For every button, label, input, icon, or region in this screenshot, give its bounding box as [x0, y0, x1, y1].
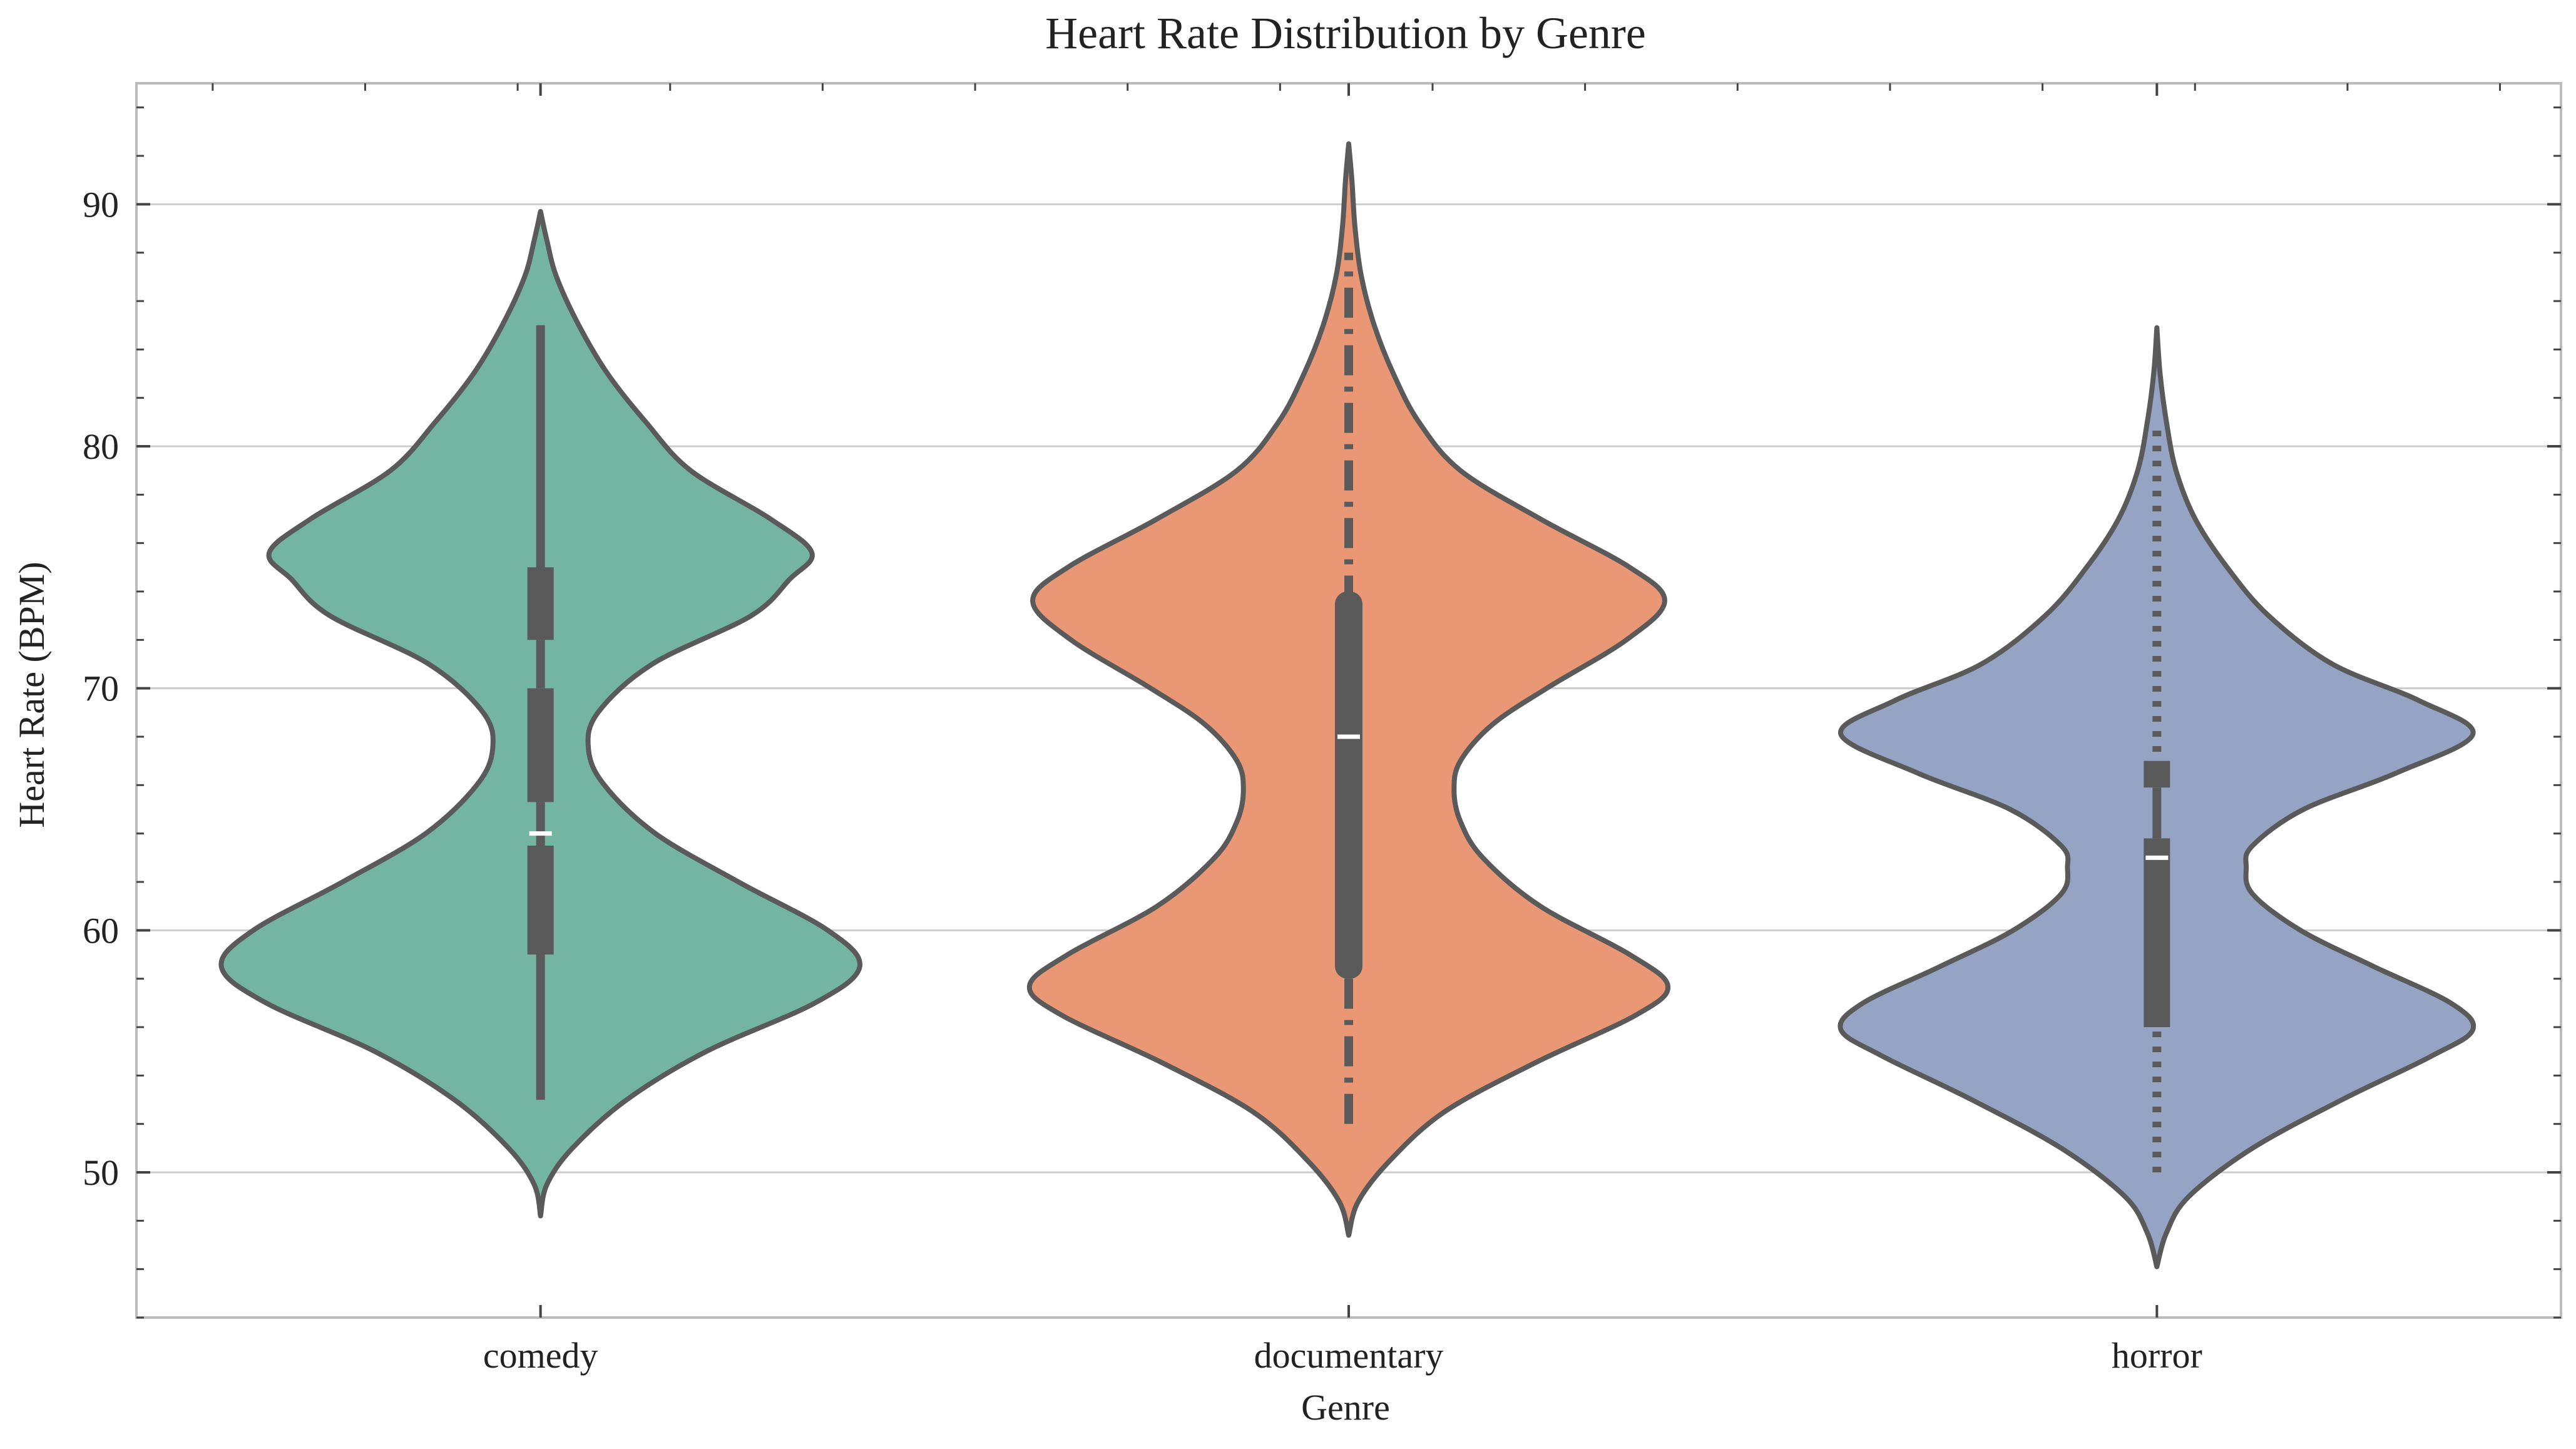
y-tick-label-50: 50 [83, 1152, 119, 1193]
x-axis-label: Genre [1301, 1387, 1390, 1428]
y-axis-label: Heart Rate (BPM) [11, 561, 52, 827]
y-tick-label-80: 80 [83, 426, 119, 467]
y-tick-label-70: 70 [83, 668, 119, 709]
y-tick-label-90: 90 [83, 184, 119, 225]
violin-documentary [1026, 141, 1671, 1238]
violins [218, 141, 2476, 1269]
y-tick-label-60: 60 [83, 910, 119, 951]
violin-comedy [218, 208, 862, 1219]
iqr-box-documentary [1335, 591, 1362, 979]
chart-title: Heart Rate Distribution by Genre [1045, 8, 1646, 58]
x-tick-label-documentary: documentary [1254, 1335, 1444, 1376]
y-axis-ticks: 50 60 70 80 90 [83, 106, 2561, 1319]
x-axis-ticks: comedy documentary horror [212, 83, 2502, 1376]
iqr-box-comedy [527, 567, 554, 955]
x-tick-label-horror: horror [2112, 1335, 2202, 1376]
violin-horror [1837, 325, 2476, 1269]
x-tick-label-comedy: comedy [483, 1335, 598, 1376]
